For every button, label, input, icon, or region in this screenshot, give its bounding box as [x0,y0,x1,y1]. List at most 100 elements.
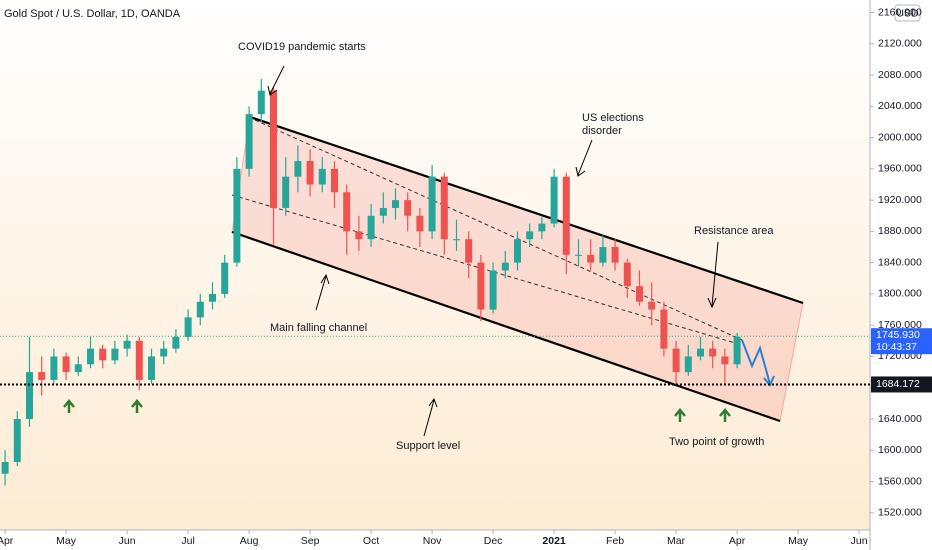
annotation: Main falling channel [270,322,367,334]
candle-body [379,207,387,216]
pointer [267,65,285,96]
candle-body [294,161,302,177]
annotation: disorder [582,125,622,137]
candle-body [672,348,680,373]
candle-body [148,356,155,380]
x-tick-label: Sep [301,535,320,547]
candle-body [355,231,363,240]
candle-body [135,340,143,380]
candle-body [501,262,509,271]
candle-body [209,293,216,302]
x-tick-label: May [788,535,809,547]
candle-body [636,286,643,302]
candle-body [306,161,314,185]
forecast-arrow [741,339,771,385]
candle-body [38,372,46,380]
candle-body [270,90,277,208]
y-tick-label: 2120.000 [878,38,922,50]
x-tick-label: Nov [423,535,442,547]
plot-background [0,0,870,530]
x-tick-label: Jun [851,535,868,547]
dashed-trend [254,119,743,341]
candle-body [196,301,204,318]
x-tick-label: May [56,535,77,547]
annotation: US elections [582,112,644,124]
candle-body [453,239,460,241]
candle-body [709,348,717,357]
y-tick-label: 1600.000 [878,444,922,456]
y-tick-label: 2000.000 [878,131,922,143]
candle-body [733,336,741,365]
candle-body [575,254,582,256]
candle-body [514,239,521,263]
x-tick-label: 2021 [542,535,566,547]
y-tick-label: 1800.000 [878,288,922,300]
last-price-tag [871,328,932,355]
annotation: COVID19 pandemic starts [238,41,366,53]
candles [1,78,741,486]
x-tick-label: Oct [363,535,379,547]
growth-arrow [63,399,75,413]
chart-title: Gold Spot / U.S. Dollar, 1D, OANDA [4,8,181,20]
candle-body [721,356,729,365]
candle-body [648,301,656,310]
y-tick-label: 1920.000 [878,194,922,206]
x-tick-label: Aug [240,535,259,547]
y-tick-label: 1960.000 [878,163,922,175]
growth-arrow [131,399,143,413]
candle-body [233,168,241,263]
candle-body [50,356,58,380]
candle-body [282,176,290,208]
dashed-trend [231,194,743,346]
candle-body [62,356,70,373]
pointer [575,139,593,177]
y-tick-label: 1880.000 [878,225,922,237]
overlay [0,65,870,437]
pointer [423,397,438,437]
x-tick-label: Feb [606,535,624,547]
candle-body [172,336,180,349]
y-tick-label: 2040.000 [878,100,922,112]
y-tick-label: 2080.000 [878,69,922,81]
candle-body [599,247,607,263]
candle-body [623,262,631,287]
candle-body [160,348,168,357]
candle-body [343,192,351,232]
x-tick-label: Jul [181,535,194,547]
candle-body [587,254,595,263]
y-tick-label: 1760.000 [878,319,922,331]
candle-body [99,348,107,361]
y-tick-label: 1520.000 [878,507,922,519]
time-axis-background [0,530,870,550]
channel-top [249,115,804,305]
candle-body [26,372,33,419]
candle-body [526,231,534,240]
last-price-label: 1745.930 [876,329,920,341]
y-tick-label: 1840.000 [878,256,922,268]
currency-label[interactable]: USD [896,7,919,19]
candle-body [331,168,338,193]
candle-body [697,348,704,357]
candle-body [74,364,82,373]
y-tick-label: 2160.000 [878,6,922,18]
candle-body [538,223,546,232]
pointer [315,273,330,311]
growth-arrow [719,408,731,422]
candle-body [477,262,485,310]
candle-body [221,262,229,294]
candle-body [184,317,192,337]
candle-body [367,215,375,240]
annotation: Resistance area [694,225,774,237]
candle-body [428,176,436,232]
y-tick-label: 1560.000 [878,475,922,487]
support-tag [871,376,932,393]
x-tick-label: Apr [0,535,14,547]
price-axis-background [870,0,932,550]
x-tick-label: Mar [667,535,686,547]
candle-body [392,200,399,208]
currency-badge[interactable] [894,4,921,22]
candle-body [550,176,558,224]
annotation: Support level [396,440,460,452]
channel-bottom [231,230,781,423]
